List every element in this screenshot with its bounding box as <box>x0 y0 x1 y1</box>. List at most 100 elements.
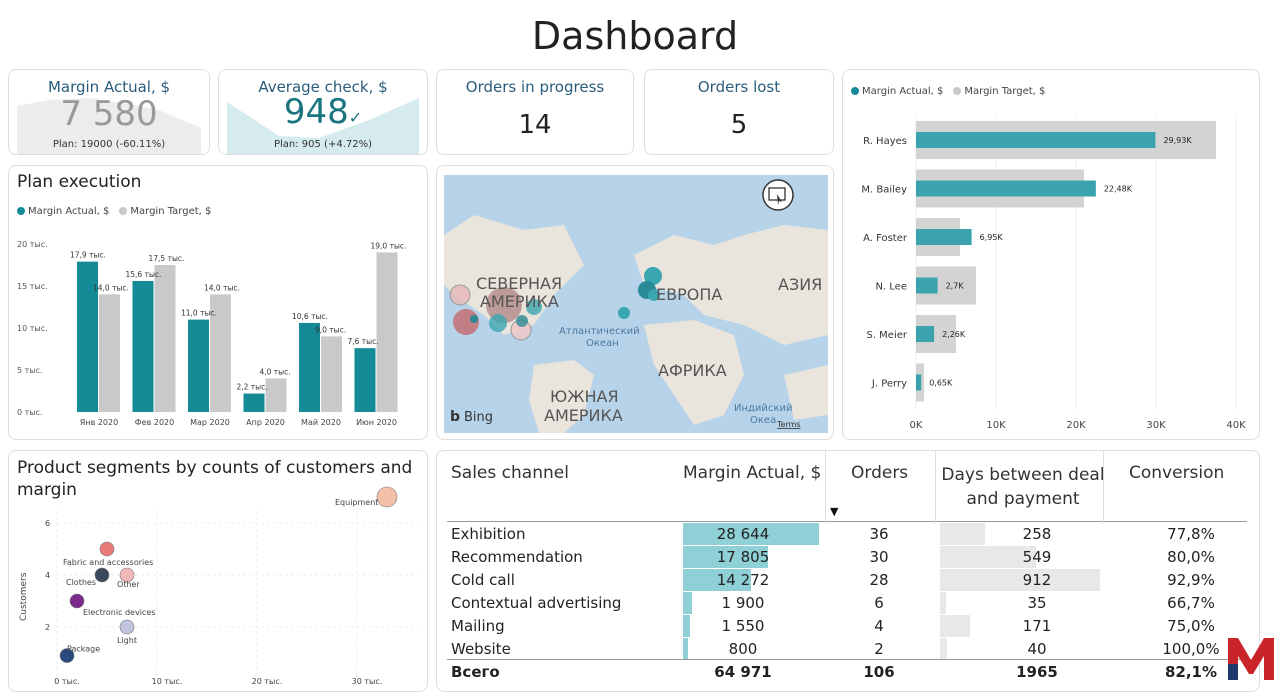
map-label-ocean: Океан <box>586 338 619 349</box>
table-row[interactable]: Contextual advertising 1 900 6 35 66,7% <box>447 592 1247 615</box>
cell-orders: 28 <box>869 571 889 589</box>
kpi-margin-actual[interactable]: Margin Actual, $ 7 580 Plan: 19000 (-60.… <box>8 69 210 155</box>
point-label: Other <box>117 580 140 589</box>
bar-actual[interactable] <box>916 277 938 294</box>
chart-legend: Margin Actual, $ Margin Target, $ <box>851 86 1045 97</box>
column-separator <box>825 451 826 523</box>
bar-target[interactable] <box>376 252 398 412</box>
bar-label-actual: 10,6 тыс. <box>292 312 328 321</box>
table-row[interactable]: Exhibition 28 644 36 258 77,8% <box>447 523 1247 546</box>
kpi-label: Orders lost <box>697 78 781 96</box>
sort-down-icon[interactable]: ▼ <box>830 505 839 518</box>
cell-conversion: 66,7% <box>1167 594 1215 612</box>
segments-card: Product segments by counts of customers … <box>8 450 428 692</box>
scatter-point[interactable] <box>59 648 75 663</box>
days-bar <box>940 523 985 545</box>
bar-actual[interactable] <box>243 393 265 412</box>
table-row[interactable]: Cold call 14 272 28 912 92,9% <box>447 569 1247 592</box>
scatter-point[interactable] <box>69 593 85 609</box>
bar-actual[interactable] <box>354 348 376 412</box>
bar-actual[interactable] <box>916 326 935 342</box>
value-label: 6,95K <box>980 233 1004 242</box>
cell-margin: 28 644 <box>716 525 770 543</box>
kpi-orders-lost[interactable]: Orders lost 5 <box>644 69 834 155</box>
days-bar <box>940 638 947 660</box>
table-row[interactable]: Mailing 1 550 4 171 75,0% <box>447 615 1247 638</box>
cell-days: 549 <box>1022 548 1052 566</box>
bar-actual[interactable] <box>916 180 1096 197</box>
header-orders[interactable]: Orders <box>851 463 909 483</box>
scatter-point[interactable] <box>119 619 135 635</box>
kpi-average-check[interactable]: Average check, $ 948✓ Plan: 905 (+4.72%) <box>218 69 428 155</box>
bar-actual[interactable] <box>916 229 972 245</box>
table-row[interactable]: Recommendation 17 805 30 549 80,0% <box>447 546 1247 569</box>
margin-bar <box>683 592 692 614</box>
x-tick-label: 0 тыс. <box>54 677 80 686</box>
table-row[interactable]: Website 800 2 40 100,0% <box>447 638 1247 661</box>
legend-item-target[interactable]: Margin Target, $ <box>953 86 1045 97</box>
margin-bar <box>683 569 751 591</box>
bar-actual[interactable] <box>916 374 922 391</box>
bar-target[interactable] <box>210 294 231 412</box>
bar-label-target: 9,0 тыс. <box>315 325 346 334</box>
legend-item-actual[interactable]: Margin Actual, $ <box>851 86 943 97</box>
y-tick-label: 20 тыс. <box>17 240 48 249</box>
world-map[interactable]: СЕВЕРНАЯ АМЕРИКА ЕВРОПА АЗИЯ Атлантическ… <box>444 175 828 433</box>
legend-item-actual[interactable]: Margin Actual, $ <box>17 206 109 217</box>
total-orders: 106 <box>863 663 895 681</box>
kpi-orders-in-progress[interactable]: Orders in progress 14 <box>436 69 634 155</box>
bar-actual[interactable] <box>77 261 98 412</box>
x-tick-label: 10K <box>986 420 1006 431</box>
map-label-south: ЮЖНАЯ <box>550 387 619 406</box>
kpi-plan: Plan: 19000 (-60.11%) <box>52 139 166 150</box>
kpi-value: 14 <box>518 110 552 140</box>
y-tick-label: 4 <box>45 571 50 580</box>
managers-chart-card: Margin Actual, $ Margin Target, $ 0K 10K 2… <box>842 69 1260 440</box>
header-days[interactable]: Days between deal and payment <box>941 465 1105 509</box>
y-axis-label: Customers <box>19 572 29 621</box>
bar-target[interactable] <box>321 336 342 412</box>
kpi-plan: Plan: 905 (+4.72%) <box>273 139 373 150</box>
header-sales-channel[interactable]: Sales channel <box>451 463 569 483</box>
bar-target[interactable] <box>99 294 120 412</box>
scatter-point[interactable] <box>376 486 398 508</box>
bar-label-target: 14,0 тыс. <box>204 283 240 292</box>
map-terms-link[interactable]: Terms <box>776 420 801 429</box>
table-total-row: Всего 64 971 106 1965 82,1% <box>447 661 1247 684</box>
scatter-point[interactable] <box>99 541 115 557</box>
cell-orders: 36 <box>869 525 889 543</box>
y-tick-label: 0 тыс. <box>17 408 43 417</box>
scatter-point[interactable] <box>119 567 135 583</box>
bar-actual[interactable] <box>299 322 320 412</box>
bar-actual[interactable] <box>916 132 1156 148</box>
header-conversion[interactable]: Conversion <box>1129 463 1225 483</box>
segments-chart: 0 тыс. 10 тыс. 20 тыс. 30 тыс. 2 4 6 Customers E… <box>19 486 419 686</box>
x-tick-label: Янв 2020 <box>80 418 118 427</box>
cell-orders: 2 <box>874 640 884 658</box>
point-label: Equipment <box>335 498 378 507</box>
cell-days: 171 <box>1022 617 1052 635</box>
map-bubbles[interactable] <box>449 267 662 341</box>
bar-actual[interactable] <box>132 280 154 412</box>
map-label-atlantic: Атлантический <box>559 326 640 337</box>
kpi-value: 5 <box>730 110 748 140</box>
cell-margin: 1 550 <box>721 617 765 635</box>
margin-bar <box>683 523 819 545</box>
scatter-point[interactable] <box>94 567 110 583</box>
bar-actual[interactable] <box>188 319 209 412</box>
bar-target[interactable] <box>265 378 287 412</box>
x-tick-label: Фев 2020 <box>135 418 174 427</box>
legend-item-target[interactable]: Margin Target, $ <box>119 206 211 217</box>
map-label-north: СЕВЕРНАЯ <box>476 274 562 293</box>
header-margin[interactable]: Margin Actual, $ <box>683 463 822 483</box>
map-label-asia: АЗИЯ <box>778 275 822 294</box>
column-separator <box>1103 451 1104 523</box>
bar-target[interactable] <box>154 265 176 412</box>
cell-days: 40 <box>1027 640 1047 658</box>
category-label: J. Perry <box>871 379 907 390</box>
kpi-label: Margin Actual, $ <box>47 78 171 96</box>
x-tick-label: 10 тыс. <box>152 677 183 686</box>
point-label: Light <box>117 636 137 645</box>
focus-mode-icon[interactable] <box>762 179 794 211</box>
check-icon: ✓ <box>348 108 363 127</box>
